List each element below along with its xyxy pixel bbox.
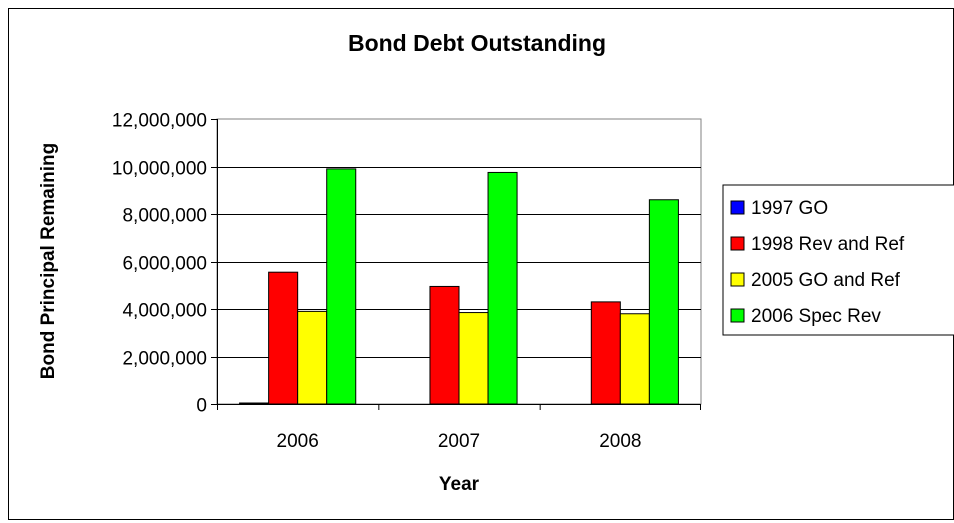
legend-swatch: [730, 236, 745, 251]
bar-2005-go-and-ref-2006: [297, 310, 328, 405]
bar-2005-go-and-ref-2007: [458, 312, 489, 405]
legend-label: 2006 Spec Rev: [751, 306, 881, 327]
legend-swatch: [730, 272, 745, 287]
bar-2006-spec-rev-2007: [487, 171, 518, 405]
chart-title: Bond Debt Outstanding: [348, 30, 606, 56]
bar-1998-rev-and-ref-2006: [268, 271, 299, 405]
y-tick-label: 10,000,000: [112, 159, 207, 180]
tick-labels: 0 2,000,000 4,000,000 6,000,000 8,000,000 10,…: [112, 111, 642, 453]
y-axis-title: Bond Principal Remaining: [38, 143, 59, 379]
bar-1998-rev-and-ref-2007: [429, 285, 460, 405]
legend-box: [722, 184, 954, 336]
legend-label: 2005 GO and Ref: [751, 270, 901, 291]
bar-1997-go-2006: [239, 402, 270, 405]
legend-label: 1998 Rev and Ref: [751, 234, 905, 255]
legend: 1997 GO 1998 Rev and Ref 2005 GO and Ref 20…: [722, 184, 954, 336]
axes: [211, 119, 701, 410]
y-tick-label: 4,000,000: [122, 301, 207, 322]
y-tick-label: 6,000,000: [122, 254, 207, 275]
bars: [239, 168, 679, 405]
y-tick-label: 2,000,000: [122, 349, 207, 370]
legend-swatch: [730, 200, 745, 215]
y-tick-label: 8,000,000: [122, 206, 207, 227]
bar-1998-rev-and-ref-2008: [590, 301, 621, 405]
legend-label: 1997 GO: [751, 198, 828, 219]
bar-2006-spec-rev-2008: [648, 199, 679, 405]
x-tick-label: 2008: [599, 431, 641, 452]
legend-items: 1997 GO 1998 Rev and Ref 2005 GO and Ref 20…: [730, 198, 905, 327]
x-axis-title: Year: [439, 474, 480, 495]
y-tick-label: 12,000,000: [112, 111, 207, 132]
x-tick-label: 2006: [277, 431, 319, 452]
x-tick-label: 2007: [438, 431, 480, 452]
y-tick-label: 0: [196, 396, 207, 417]
bar-2005-go-and-ref-2008: [619, 313, 650, 405]
bar-2006-spec-rev-2006: [326, 168, 357, 405]
legend-swatch: [730, 308, 745, 323]
